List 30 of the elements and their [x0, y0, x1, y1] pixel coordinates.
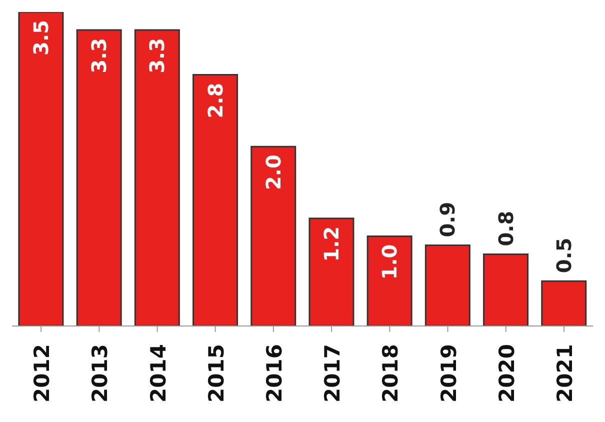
data-label: 3.3	[87, 38, 112, 74]
x-tick-label: 2012	[30, 344, 54, 402]
x-tick-label: 2020	[494, 344, 519, 402]
data-label: 0.9	[436, 202, 460, 238]
data-label: 1.2	[319, 226, 344, 262]
data-label: 3.5	[28, 20, 53, 56]
data-label: 0.8	[494, 210, 518, 246]
bar	[18, 12, 64, 326]
x-tick-label: 2015	[204, 344, 228, 402]
bar	[424, 244, 470, 326]
data-label: 0.5	[552, 238, 576, 274]
bar	[192, 74, 238, 326]
data-label: 3.3	[145, 38, 170, 74]
x-tick-label: 2021	[552, 344, 577, 402]
data-label: 2.0	[261, 154, 286, 190]
x-tick-label: 2019	[436, 344, 461, 402]
x-tick-label: 2018	[378, 344, 403, 402]
data-label: 1.0	[378, 244, 402, 280]
bar	[366, 236, 412, 326]
bar	[134, 29, 180, 326]
bar	[483, 253, 529, 326]
bar	[308, 218, 354, 326]
x-tick-label: 2013	[88, 344, 112, 402]
x-tick-label: 2014	[146, 344, 170, 402]
x-tick-label: 2016	[262, 344, 286, 402]
bar	[250, 146, 296, 326]
x-tick-label: 2017	[320, 344, 345, 402]
bar	[76, 29, 122, 326]
bar	[541, 280, 587, 326]
data-label: 2.8	[203, 82, 228, 118]
